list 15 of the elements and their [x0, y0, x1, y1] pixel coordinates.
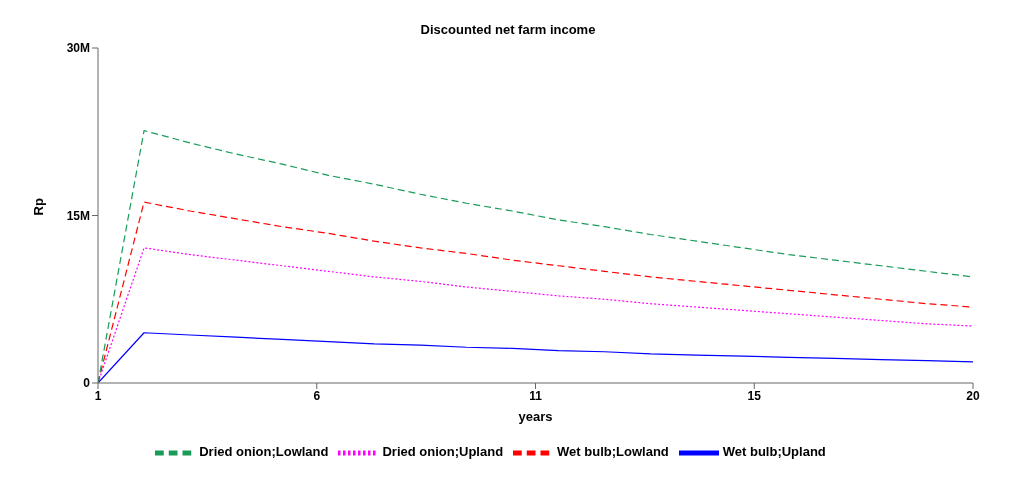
x-tick-label: 6 [313, 388, 321, 403]
y-axis-title: Rp [30, 198, 46, 216]
legend-label: Dried onion;Lowland [199, 444, 329, 460]
chart-title: Discounted net farm income [419, 22, 597, 37]
x-tick-label: 11 [529, 388, 543, 403]
legend-label: Wet bulb;Upland [722, 444, 826, 460]
y-tick-label: 0 [83, 376, 91, 391]
legend-label: Dried onion;Upland [382, 444, 504, 460]
x-tick-label: 20 [966, 388, 980, 403]
legend-label: Wet bulb;Lowland [557, 444, 669, 460]
x-axis-title: years [518, 409, 553, 424]
x-tick-label: 1 [94, 388, 102, 403]
y-tick-label: 30M [66, 41, 90, 56]
y-tick-label: 15M [66, 208, 90, 223]
x-tick-label: 15 [747, 388, 762, 403]
